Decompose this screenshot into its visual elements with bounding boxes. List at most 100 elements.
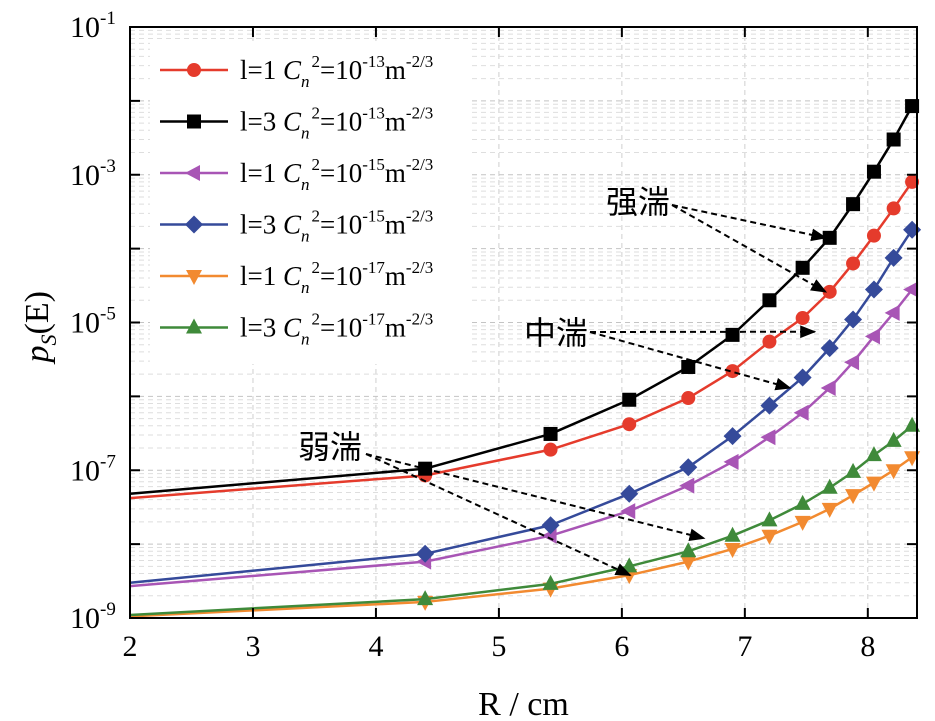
y-tick-label: 10-9 — [70, 599, 116, 635]
legend-exp: -15 — [362, 155, 385, 174]
series-layer — [129, 99, 922, 618]
marker-triangle-left — [723, 453, 739, 470]
legend-l: l=1 — [240, 55, 283, 85]
marker-triangle-left — [820, 379, 836, 396]
marker-diamond — [793, 368, 812, 387]
legend-unit-exp: -2/3 — [406, 52, 433, 71]
legend-unit-exp: -2/3 — [406, 258, 433, 277]
marker-circle — [886, 201, 901, 216]
legend-mid: =10 — [320, 158, 362, 188]
axis-titles: R / cm pS(E) — [19, 291, 569, 721]
marker-triangle-left — [679, 477, 695, 494]
x-axis-title: R / cm — [478, 686, 569, 721]
legend-mid: =10 — [320, 261, 362, 291]
legend-l: l=3 — [240, 313, 283, 343]
legend-mid: =10 — [320, 107, 362, 137]
y-tick-exponent: -5 — [100, 304, 116, 325]
marker-square — [886, 132, 901, 147]
legend-sub: n — [301, 124, 310, 143]
y-title-p: p — [19, 346, 56, 365]
y-tick-label: 10-5 — [70, 304, 116, 340]
marker-diamond — [864, 280, 883, 299]
marker-triangle-up — [417, 590, 434, 606]
marker-circle — [762, 334, 777, 349]
legend-unit: m — [385, 261, 406, 291]
x-tick-label: 4 — [368, 630, 383, 663]
legend-c: C — [283, 107, 302, 137]
marker-circle — [187, 63, 201, 77]
annotation-label: 中湍 — [524, 314, 588, 352]
legend-entry-2: l=3 Cn2=10-13m-2/3 — [160, 104, 433, 143]
marker-circle — [905, 174, 920, 189]
annotation-1: 强湍 — [606, 183, 828, 293]
legend-sup-2: 2 — [312, 207, 321, 226]
marker-triangle-left — [884, 304, 900, 321]
marker-diamond — [723, 427, 742, 446]
y-tick-label: 10-7 — [70, 451, 116, 487]
legend-unit-exp: -2/3 — [406, 104, 433, 123]
annotation-3: 弱湍 — [298, 428, 706, 577]
marker-square — [725, 327, 740, 342]
legend-unit-exp: -2/3 — [406, 207, 433, 226]
legend-unit: m — [385, 55, 406, 85]
legend-label: l=1 Cn2=10-13m-2/3 — [240, 52, 433, 91]
marker-triangle-left — [793, 404, 809, 421]
legend-label: l=1 Cn2=10-17m-2/3 — [240, 258, 433, 297]
x-tick-label: 7 — [737, 630, 752, 663]
marker-triangle-up — [542, 574, 559, 590]
annotation-label: 强湍 — [606, 183, 670, 221]
marker-triangle-up — [821, 478, 838, 494]
marker-triangle-up — [186, 318, 202, 334]
legend-sup-2: 2 — [312, 52, 321, 71]
marker-diamond — [884, 248, 903, 267]
marker-diamond — [416, 544, 435, 563]
legend: l=1 Cn2=10-13m-2/3l=3 Cn2=10-13m-2/3l=1 … — [150, 42, 470, 364]
x-tick-label: 8 — [860, 630, 875, 663]
legend-unit-exp: -2/3 — [406, 310, 433, 329]
marker-diamond — [541, 516, 560, 535]
marker-triangle-up — [680, 542, 697, 558]
marker-triangle-down — [821, 502, 838, 518]
legend-label: l=3 Cn2=10-13m-2/3 — [240, 104, 433, 143]
series-2 — [129, 99, 920, 496]
legend-sub: n — [301, 227, 310, 246]
x-tick-label: 3 — [245, 630, 260, 663]
marker-square — [905, 99, 920, 114]
legend-exp: -13 — [362, 52, 385, 71]
legend-exp: -17 — [362, 310, 385, 329]
annotation-arrow — [365, 453, 706, 542]
marker-square — [822, 230, 837, 245]
legend-exp: -15 — [362, 207, 385, 226]
marker-diamond — [679, 458, 698, 477]
legend-sub: n — [301, 72, 310, 91]
legend-c: C — [283, 55, 302, 85]
annotation-arrow — [589, 331, 792, 391]
marker-circle — [543, 442, 558, 457]
y-title-rest: (E) — [19, 291, 56, 334]
legend-exp: -17 — [362, 258, 385, 277]
marker-triangle-up — [794, 494, 811, 510]
marker-square — [762, 293, 777, 308]
marker-triangle-down — [724, 542, 741, 558]
legend-sup-2: 2 — [312, 155, 321, 174]
legend-sub: n — [301, 175, 310, 194]
marker-triangle-down — [680, 555, 697, 571]
marker-circle — [622, 417, 637, 432]
marker-triangle-down — [845, 489, 862, 505]
legend-mid: =10 — [320, 55, 362, 85]
y-tick-exponent: -1 — [100, 8, 116, 29]
legend-entry-4: l=3 Cn2=10-15m-2/3 — [160, 207, 433, 246]
legend-c: C — [283, 158, 302, 188]
legend-label: l=3 Cn2=10-17m-2/3 — [240, 310, 433, 349]
marker-square — [187, 114, 201, 129]
annotation-2: 中湍 — [524, 314, 817, 391]
y-tick-label: 10-3 — [70, 156, 116, 192]
marker-circle — [866, 228, 881, 243]
marker-triangle-down — [885, 464, 902, 480]
marker-triangle-down — [186, 270, 202, 285]
marker-circle — [846, 256, 861, 271]
legend-c: C — [283, 210, 302, 240]
marker-circle — [725, 364, 740, 379]
legend-label: l=3 Cn2=10-15m-2/3 — [240, 207, 433, 246]
